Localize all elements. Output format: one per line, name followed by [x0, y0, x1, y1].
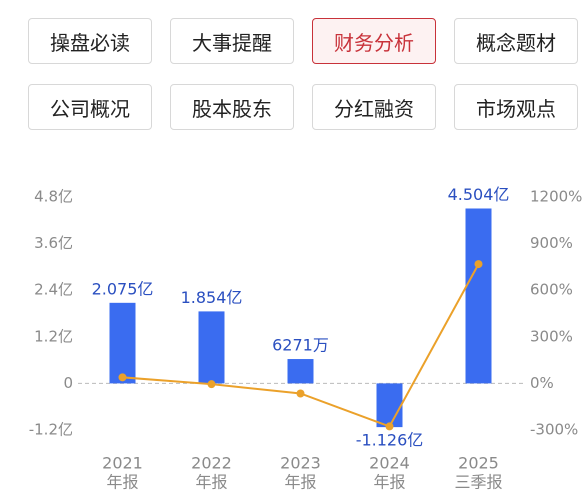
- y2-tick-label: 900%: [530, 234, 573, 252]
- x-tick-sublabel: 年报: [284, 473, 316, 492]
- y-tick-label: 1.2亿: [34, 327, 73, 345]
- bar: [287, 359, 314, 384]
- line-point: [474, 260, 483, 269]
- value-label: -1.126亿: [356, 431, 424, 450]
- y-tick-label: 0: [63, 374, 73, 392]
- tab-button[interactable]: 分红融资: [312, 84, 436, 130]
- x-tick-sublabel: 三季报: [454, 473, 502, 492]
- y2-tick-label: 300%: [530, 327, 573, 345]
- tab-button[interactable]: 市场观点: [454, 84, 578, 130]
- y2-tick-label: 1200%: [530, 188, 582, 206]
- tab-button[interactable]: 公司概况: [28, 84, 152, 130]
- bar: [198, 311, 225, 384]
- bar: [109, 302, 136, 384]
- tab-button[interactable]: 概念题材: [454, 18, 578, 64]
- bar: [465, 208, 492, 384]
- y-tick-label: 4.8亿: [34, 188, 73, 206]
- value-label: 4.504亿: [448, 185, 510, 204]
- y2-tick-label: -300%: [530, 421, 578, 439]
- x-tick-label: 2025: [458, 454, 499, 473]
- x-tick-label: 2021: [102, 454, 143, 473]
- y2-tick-label: 0%: [530, 374, 554, 392]
- x-tick-sublabel: 年报: [195, 473, 227, 492]
- tab-button[interactable]: 操盘必读: [28, 18, 152, 64]
- bar: [376, 383, 403, 428]
- value-label: 1.854亿: [181, 288, 243, 307]
- x-tick-sublabel: 年报: [373, 473, 405, 492]
- line-point: [118, 373, 127, 382]
- tab-button[interactable]: 财务分析: [312, 18, 436, 64]
- x-tick-label: 2024: [369, 454, 410, 473]
- tab-button[interactable]: 股本股东: [170, 84, 294, 130]
- y-tick-label: -1.2亿: [29, 421, 73, 439]
- x-tick-label: 2022: [191, 454, 232, 473]
- line-point: [207, 380, 216, 389]
- line-point: [385, 422, 394, 431]
- x-tick-sublabel: 年报: [106, 473, 138, 492]
- value-label: 6271万: [272, 336, 329, 355]
- y2-tick-label: 600%: [530, 281, 573, 299]
- tab-button[interactable]: 大事提醒: [170, 18, 294, 64]
- value-label: 2.075亿: [92, 279, 154, 298]
- y-tick-label: 3.6亿: [34, 234, 73, 252]
- x-tick-label: 2023: [280, 454, 321, 473]
- y-tick-label: 2.4亿: [34, 281, 73, 299]
- line-point: [296, 389, 305, 398]
